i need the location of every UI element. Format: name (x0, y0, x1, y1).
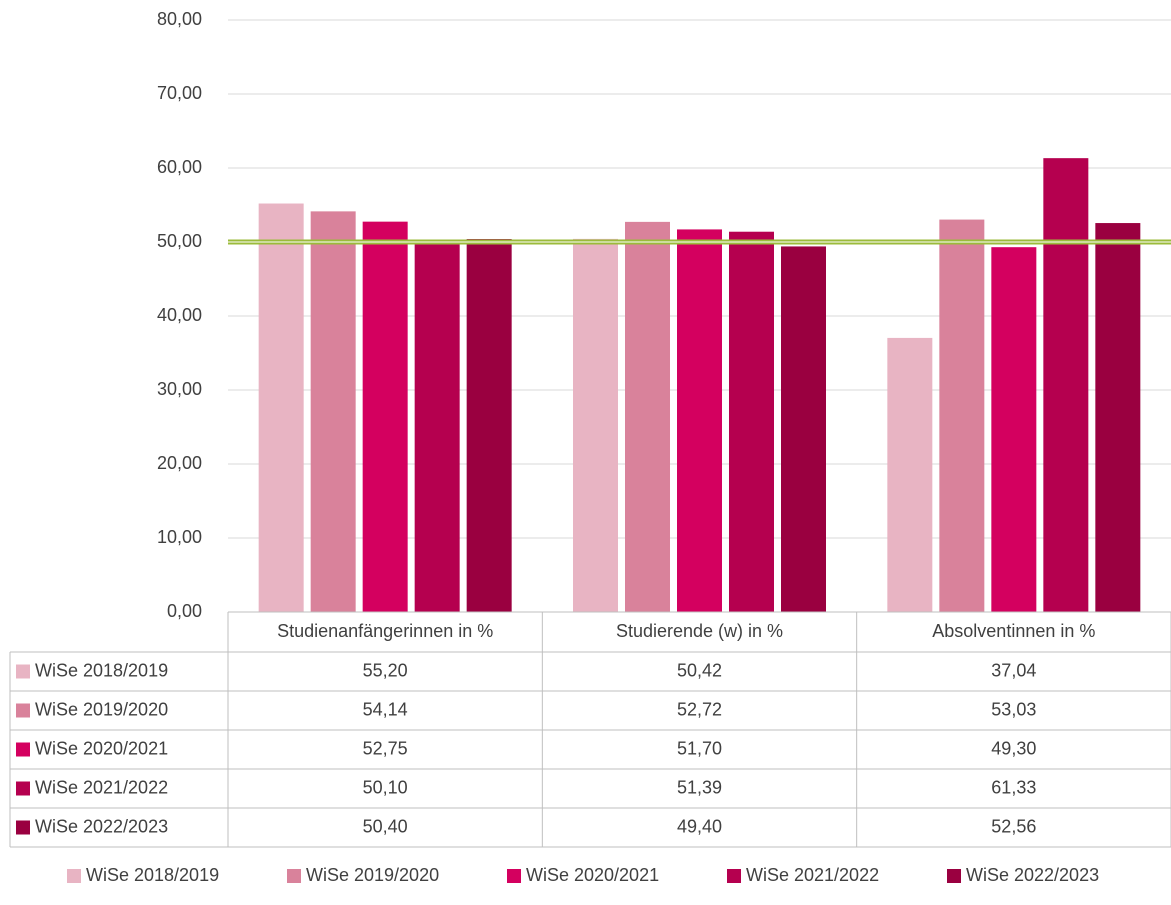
row-label: WiSe 2019/2020 (35, 699, 168, 719)
legend-key (507, 869, 521, 883)
table-cell: 52,56 (991, 816, 1036, 836)
table-legend-key (16, 820, 30, 835)
table-cell: 51,39 (677, 777, 722, 797)
table-cell: 49,30 (991, 738, 1036, 758)
bar (258, 203, 304, 612)
table-cell: 37,04 (991, 660, 1036, 680)
bar (362, 221, 408, 612)
legend-key (947, 869, 961, 883)
table-cell: 50,40 (363, 816, 408, 836)
table-cell: 54,14 (363, 699, 408, 719)
legend-key (727, 869, 741, 883)
bar (466, 239, 512, 613)
table-legend-key (16, 781, 30, 796)
row-label: WiSe 2021/2022 (35, 777, 168, 797)
y-tick-label: 80,00 (157, 9, 202, 29)
legend-label: WiSe 2022/2023 (966, 865, 1099, 885)
legend-label: WiSe 2021/2022 (746, 865, 879, 885)
table-cell: 61,33 (991, 777, 1036, 797)
bar (310, 211, 356, 612)
bar (1095, 223, 1141, 612)
y-tick-label: 0,00 (167, 601, 202, 621)
y-tick-label: 70,00 (157, 83, 202, 103)
bar (991, 247, 1037, 612)
y-tick-label: 50,00 (157, 231, 202, 251)
y-tick-label: 10,00 (157, 527, 202, 547)
legend-label: WiSe 2020/2021 (526, 865, 659, 885)
bar (887, 337, 933, 612)
x-tick-label: Absolventinnen in % (932, 621, 1095, 641)
y-tick-label: 60,00 (157, 157, 202, 177)
bar (677, 229, 722, 613)
legend-label: WiSe 2018/2019 (86, 865, 219, 885)
table-cell: 50,42 (677, 660, 722, 680)
bar (729, 231, 774, 613)
table-cell: 49,40 (677, 816, 722, 836)
row-label: WiSe 2018/2019 (35, 660, 168, 680)
table-legend-key (16, 703, 30, 718)
y-tick-label: 40,00 (157, 305, 202, 325)
table-legend-key (16, 742, 30, 757)
bar (625, 221, 670, 612)
x-tick-label: Studienanfängerinnen in % (277, 621, 493, 641)
legend-key (287, 869, 301, 883)
bar (939, 219, 985, 612)
table-cell: 52,75 (363, 738, 408, 758)
table-cell: 53,03 (991, 699, 1036, 719)
row-label: WiSe 2022/2023 (35, 816, 168, 836)
table-legend-key (16, 664, 30, 679)
y-tick-label: 30,00 (157, 379, 202, 399)
table-cell: 55,20 (363, 660, 408, 680)
bar (573, 238, 618, 612)
x-tick-label: Studierende (w) in % (616, 621, 783, 641)
legend-label: WiSe 2019/2020 (306, 865, 439, 885)
table-cell: 52,72 (677, 699, 722, 719)
row-label: WiSe 2020/2021 (35, 738, 168, 758)
table-cell: 50,10 (363, 777, 408, 797)
legend-key (67, 869, 81, 883)
bar (414, 241, 460, 612)
table-cell: 51,70 (677, 738, 722, 758)
bar (781, 246, 826, 612)
bar (1043, 158, 1089, 612)
y-tick-label: 20,00 (157, 453, 202, 473)
